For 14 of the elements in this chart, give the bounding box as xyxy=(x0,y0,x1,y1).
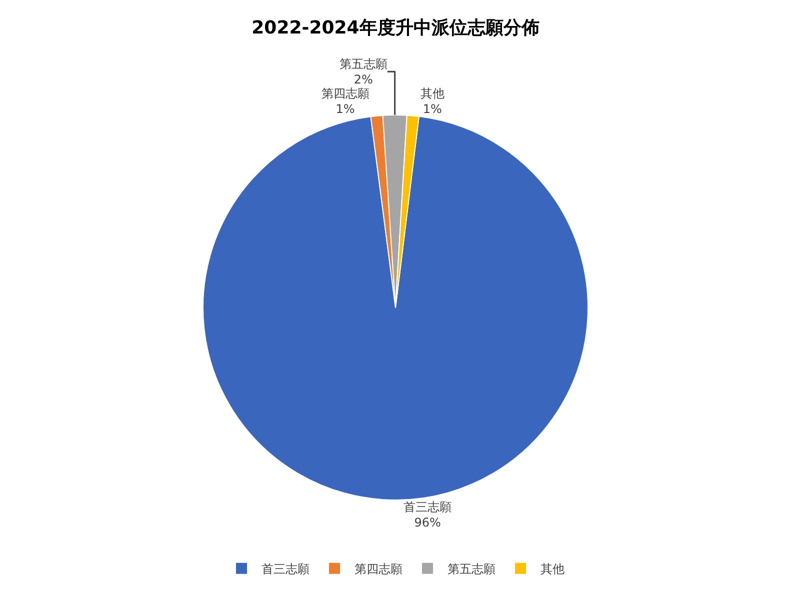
data-label: 2% xyxy=(354,72,373,86)
data-label: 96% xyxy=(414,516,441,530)
slice-label: 第五志願 xyxy=(339,56,388,71)
data-label: 1% xyxy=(336,102,355,116)
pie-slice xyxy=(202,116,588,500)
slice-label: 其他 xyxy=(420,86,444,100)
chart-title: 2022-2024年度升中派位志願分佈 xyxy=(252,18,540,39)
data-label: 1% xyxy=(422,102,442,116)
slice-label: 第四志願 xyxy=(321,86,370,100)
slice-label: 首三志願 xyxy=(404,500,452,514)
legend-label: 第四志願 xyxy=(354,562,402,576)
legend-label: 其他 xyxy=(540,562,564,576)
legend-label: 第五志願 xyxy=(448,562,496,576)
legend-label: 首三志願 xyxy=(262,562,310,576)
